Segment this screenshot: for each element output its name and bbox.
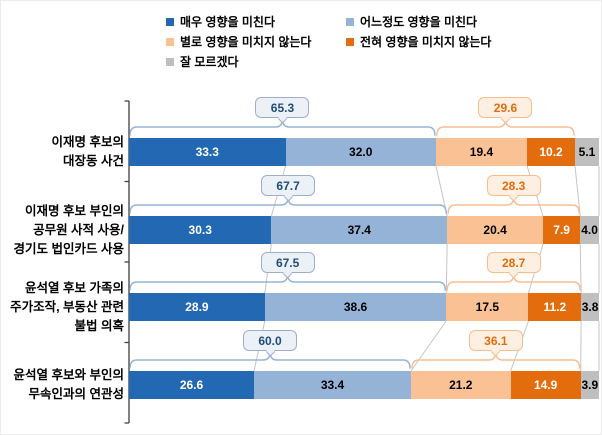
segment-value: 33.4 xyxy=(320,378,345,392)
callout-value: 36.1 xyxy=(484,333,508,348)
bar-segment: 32.0 xyxy=(285,138,436,166)
legend-item: 잘 모르겠다 xyxy=(166,54,239,70)
segment-value: 5.1 xyxy=(578,145,596,159)
series-line xyxy=(445,243,448,294)
series-line xyxy=(579,243,582,294)
category-label-line: 윤석열 후보와 부인의 xyxy=(13,368,124,382)
negative-sum-callout: 29.6 xyxy=(478,97,533,123)
segment-value: 17.5 xyxy=(475,300,500,314)
legend-swatch xyxy=(166,18,174,26)
legend-swatch xyxy=(166,58,174,66)
bar-row: 26.6 33.4 21.2 14.9 3.9 xyxy=(129,371,599,399)
bar-segment: 19.4 xyxy=(435,138,528,166)
bar-segment: 33.3 xyxy=(129,138,286,166)
y-axis xyxy=(124,100,130,424)
series-line xyxy=(574,165,581,217)
legend-label: 어느정도 영향을 미친다 xyxy=(360,15,478,29)
bar-segment: 33.4 xyxy=(254,371,411,399)
callout-value: 28.3 xyxy=(502,178,526,193)
category-label-line: 공무원 사적 사용/ xyxy=(33,222,124,237)
segment-value: 11.2 xyxy=(543,300,567,314)
legend-label: 별로 영향을 미치지 않는다 xyxy=(180,35,312,49)
legend-swatch xyxy=(166,38,174,46)
segment-value: 21.2 xyxy=(449,378,473,392)
segment-value: 14.9 xyxy=(533,378,558,392)
bar-row: 28.9 38.6 17.5 11.2 3.8 xyxy=(129,293,599,321)
segment-value: 38.6 xyxy=(343,300,368,314)
bar-segment: 5.1 xyxy=(575,138,599,166)
segment-value: 3.8 xyxy=(581,300,599,314)
segment-value: 28.9 xyxy=(185,300,209,314)
segment-value: 3.9 xyxy=(581,378,599,392)
callout-value: 67.7 xyxy=(276,178,300,193)
legend-item: 전혀 영향을 미치지 않는다 xyxy=(346,34,491,50)
negative-sum-callout: 28.7 xyxy=(486,252,541,278)
positive-sum-callout: 67.5 xyxy=(260,252,315,278)
bar-segment: 3.8 xyxy=(581,293,599,321)
category-label-line: 경기도 법인카드 사용 xyxy=(13,241,124,256)
segment-value: 30.3 xyxy=(188,223,212,237)
callout-value: 28.7 xyxy=(502,255,526,270)
bar-segment: 3.9 xyxy=(580,371,599,399)
bar-segment: 14.9 xyxy=(510,371,581,399)
series-line xyxy=(410,320,447,372)
bar-segment: 7.9 xyxy=(543,216,581,244)
negative-sum-callout: 36.1 xyxy=(468,330,523,356)
positive-sum-callout: 65.3 xyxy=(255,97,310,123)
segment-value: 33.3 xyxy=(195,145,219,159)
category-label-line: 윤석열 후보 가족의 xyxy=(25,280,124,295)
bar-segment: 26.6 xyxy=(129,371,255,399)
category-label-line: 불법 의혹 xyxy=(74,318,124,333)
segment-value: 32.0 xyxy=(349,145,373,159)
category-label-line: 주가조작, 부동산 관련 xyxy=(10,299,124,314)
bar-segment: 11.2 xyxy=(528,293,582,321)
legend-item: 어느정도 영향을 미친다 xyxy=(346,14,477,30)
bar-segment: 20.4 xyxy=(447,216,544,244)
category-label-line: 대장동 사건 xyxy=(63,154,124,168)
segment-value: 4.0 xyxy=(581,223,598,237)
category-label-line: 이재명 후보의 xyxy=(51,135,124,149)
segment-value: 37.4 xyxy=(347,223,371,237)
segment-value: 7.9 xyxy=(553,223,570,237)
bar-segment: 17.5 xyxy=(446,293,529,321)
bar-segment: 10.2 xyxy=(527,138,575,166)
bar-segment: 28.9 xyxy=(129,293,265,321)
category-label-line: 이재명 후보 부인의 xyxy=(25,203,124,218)
legend-swatch xyxy=(346,38,354,46)
segment-value: 19.4 xyxy=(469,145,494,159)
negative-sum-callout: 28.3 xyxy=(486,175,541,201)
callout-value: 67.5 xyxy=(275,255,300,270)
positive-sum-callout: 60.0 xyxy=(243,330,297,356)
segment-value: 10.2 xyxy=(539,145,563,159)
bar-segment: 4.0 xyxy=(580,216,599,244)
legend-item: 별로 영향을 미치지 않는다 xyxy=(166,34,311,50)
category-label-line: 무속인과의 연관성 xyxy=(28,387,124,401)
bar-row: 33.3 32.0 19.4 10.2 5.1 xyxy=(129,138,599,166)
bar-segment: 21.2 xyxy=(410,371,511,399)
legend-label: 매우 영향을 미친다 xyxy=(180,15,275,29)
legend-label: 잘 모르겠다 xyxy=(180,55,239,69)
segment-value: 26.6 xyxy=(179,378,204,392)
callout-value: 29.6 xyxy=(493,100,518,115)
bar-row: 30.3 37.4 20.4 7.9 4.0 xyxy=(129,216,599,244)
callout-value: 60.0 xyxy=(258,333,282,348)
legend-label: 전혀 영향을 미치지 않는다 xyxy=(360,35,492,49)
segment-value: 20.4 xyxy=(483,223,507,237)
bar-segment: 38.6 xyxy=(264,293,447,321)
legend-swatch xyxy=(346,18,354,26)
bar-segment: 30.3 xyxy=(129,216,272,244)
legend-item: 매우 영향을 미친다 xyxy=(166,14,275,30)
positive-sum-callout: 67.7 xyxy=(261,175,316,201)
bar-segment: 37.4 xyxy=(271,216,448,244)
callout-value: 65.3 xyxy=(270,100,295,115)
